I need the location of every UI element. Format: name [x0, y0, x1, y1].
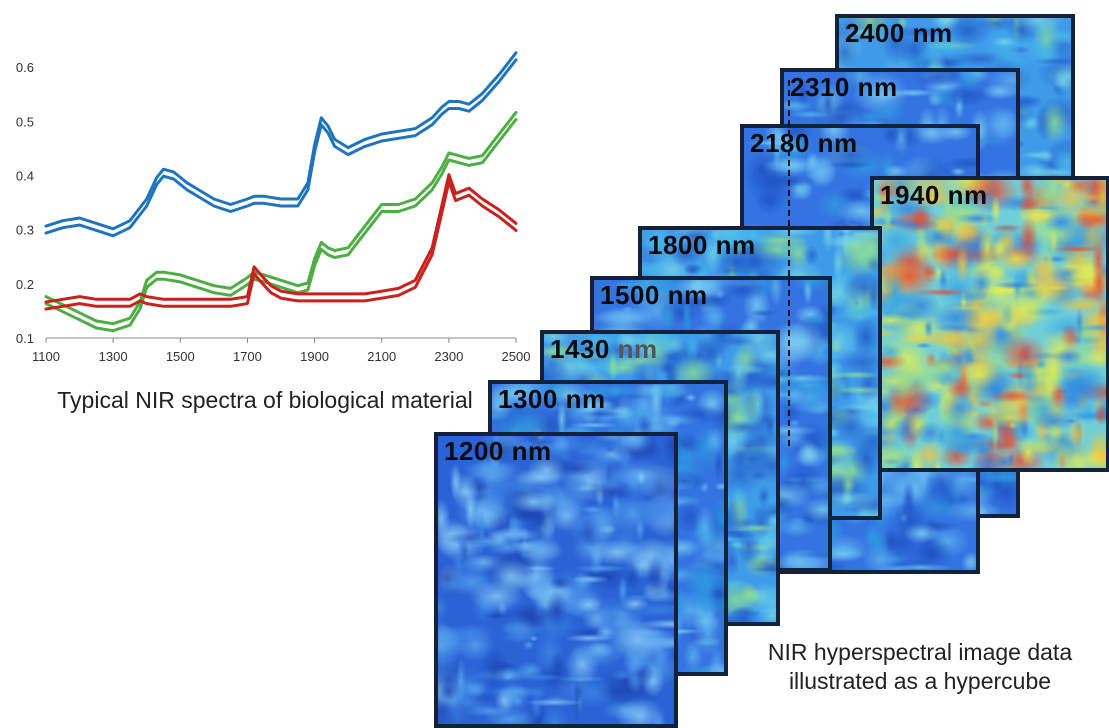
y-tick-label: 0.4	[16, 168, 34, 183]
x-tick-label: 1700	[233, 349, 262, 364]
spectra-caption: Typical NIR spectra of biological materi…	[57, 387, 473, 413]
x-tick-label: 2500	[502, 349, 531, 364]
band-unit: nm	[609, 334, 658, 364]
band-label: 2310 nm	[790, 72, 898, 103]
band-wavelength: 2180 nm	[750, 128, 858, 158]
spectrum-line	[44, 173, 518, 304]
band-texture	[438, 436, 674, 724]
x-tick-label: 2100	[367, 349, 396, 364]
band-label: 1300 nm	[498, 384, 606, 415]
band-wavelength: 1500 nm	[600, 280, 708, 310]
band-image: 1940 nm	[870, 176, 1109, 472]
band-label: 1430 nm	[550, 334, 658, 365]
y-tick-label: 0.1	[16, 331, 34, 346]
y-tick-label: 0.3	[16, 223, 34, 238]
hypercube-caption: NIR hyperspectral image data illustrated…	[767, 639, 1073, 694]
band-wavelength: 1940 nm	[880, 180, 988, 210]
x-tick-label: 1100	[32, 349, 60, 364]
band-label: 1500 nm	[600, 280, 708, 311]
x-tick-label: 1500	[166, 349, 195, 364]
nir-spectra-chart: 1100 1300 1500 1700 1900 2100 2300 2500 0.1 0.2 0.…	[16, 51, 531, 364]
band-label: 1940 nm	[880, 180, 988, 211]
y-tick-label: 0.2	[16, 277, 34, 292]
y-tick-label: 0.6	[16, 60, 34, 75]
x-tick-label: 1900	[300, 349, 329, 364]
band-wavelength: 2310 nm	[790, 72, 898, 102]
hypercube-dashed-edge	[788, 80, 790, 446]
band-label: 1200 nm	[444, 436, 552, 467]
y-tick-label: 0.5	[16, 114, 34, 129]
spectrum-line	[44, 58, 518, 238]
band-wavelength: 1800 nm	[648, 230, 756, 260]
x-tick-label: 2300	[434, 349, 463, 364]
band-wavelength: 1430	[550, 334, 610, 364]
spectrum-line	[44, 180, 518, 311]
band-texture	[874, 180, 1106, 468]
x-tick-label: 1300	[99, 349, 128, 364]
band-wavelength: 2400 nm	[845, 18, 953, 48]
band-label: 2400 nm	[845, 18, 953, 49]
band-label: 2180 nm	[750, 128, 858, 159]
band-label: 1800 nm	[648, 230, 756, 261]
spectrum-line	[44, 51, 518, 231]
band-image: 1200 nm	[434, 432, 678, 728]
band-wavelength: 1200 nm	[444, 436, 552, 466]
band-wavelength: 1300 nm	[498, 384, 606, 414]
